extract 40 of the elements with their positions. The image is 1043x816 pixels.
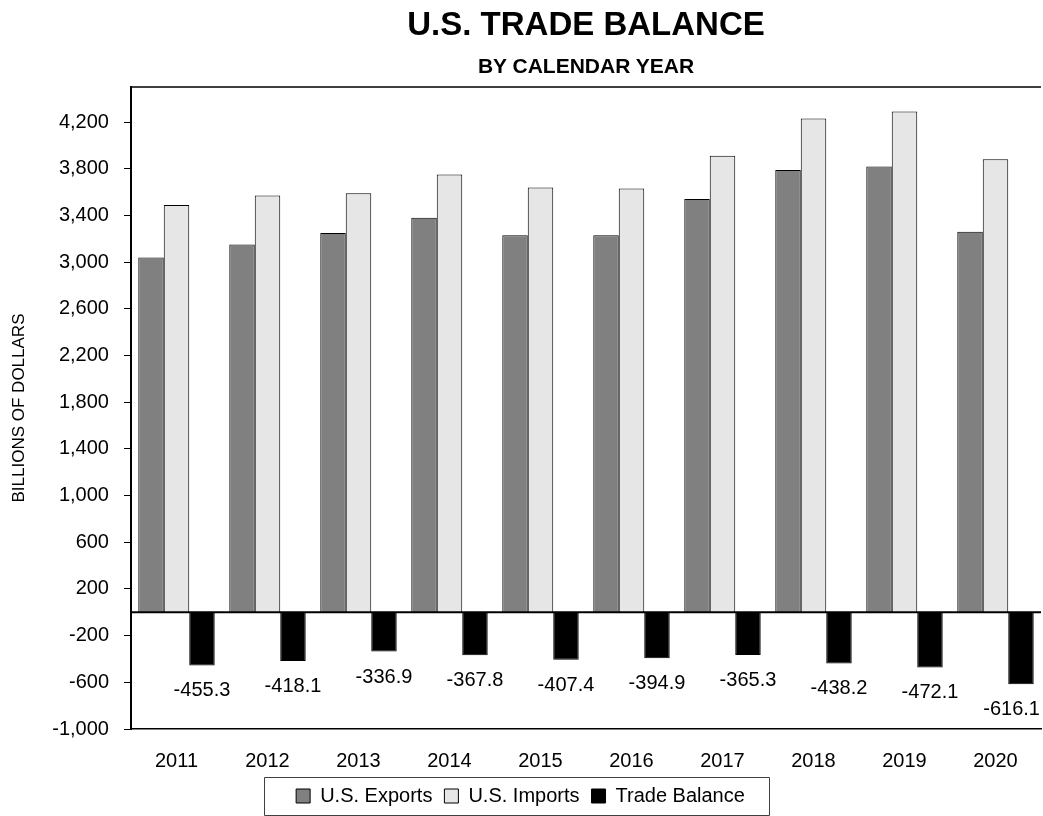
legend-label: U.S. Imports (468, 783, 580, 806)
data-label: -472.1 (901, 680, 959, 703)
chart-subtitle: BY CALENDAR YEAR (477, 53, 695, 77)
y-tick-label: 3,000 (58, 249, 109, 272)
data-label: -336.9 (355, 664, 413, 687)
y-tick-label: 3,800 (58, 156, 109, 179)
data-label: -365.3 (719, 667, 777, 690)
data-label: -394.9 (628, 671, 686, 694)
x-tick-label: 2013 (336, 748, 381, 771)
x-tick-label: 2015 (518, 748, 563, 771)
data-label: -418.1 (264, 674, 322, 697)
data-label: -616.1 (983, 697, 1040, 720)
x-tick-label: 2014 (427, 748, 472, 771)
x-tick-label: 2018 (791, 748, 836, 771)
y-tick-label: 2,200 (58, 342, 109, 365)
y-tick-label: 2,600 (58, 296, 109, 319)
data-label: -438.2 (810, 676, 868, 699)
chart-title: U.S. TRADE BALANCE (407, 5, 765, 43)
y-tick-label: 3,400 (58, 202, 109, 225)
data-label: -367.8 (446, 668, 504, 691)
x-tick-label: 2011 (154, 748, 199, 771)
y-tick-label: -200 (68, 623, 109, 646)
y-tick-label: 1,800 (58, 389, 109, 412)
x-tick-label: 2019 (882, 748, 927, 771)
x-tick-label: 2016 (609, 748, 654, 771)
x-tick-label: 2012 (245, 748, 290, 771)
y-tick-label: 200 (75, 576, 109, 599)
y-tick-label: 600 (75, 529, 109, 552)
data-label: -455.3 (173, 678, 231, 701)
legend-label: Trade Balance (615, 783, 745, 806)
legend-label: U.S. Exports (320, 783, 433, 806)
x-tick-label: 2020 (973, 748, 1018, 771)
data-label: -407.4 (537, 672, 595, 695)
y-tick-label: 1,000 (58, 483, 109, 506)
y-axis-title: BILLIONS OF DOLLARS (8, 313, 28, 503)
y-tick-label: 1,400 (58, 436, 109, 459)
y-tick-label: -600 (68, 669, 109, 692)
y-tick-label: 4,200 (58, 109, 109, 132)
y-tick-label: -1,000 (52, 716, 109, 739)
x-tick-label: 2017 (700, 748, 745, 771)
